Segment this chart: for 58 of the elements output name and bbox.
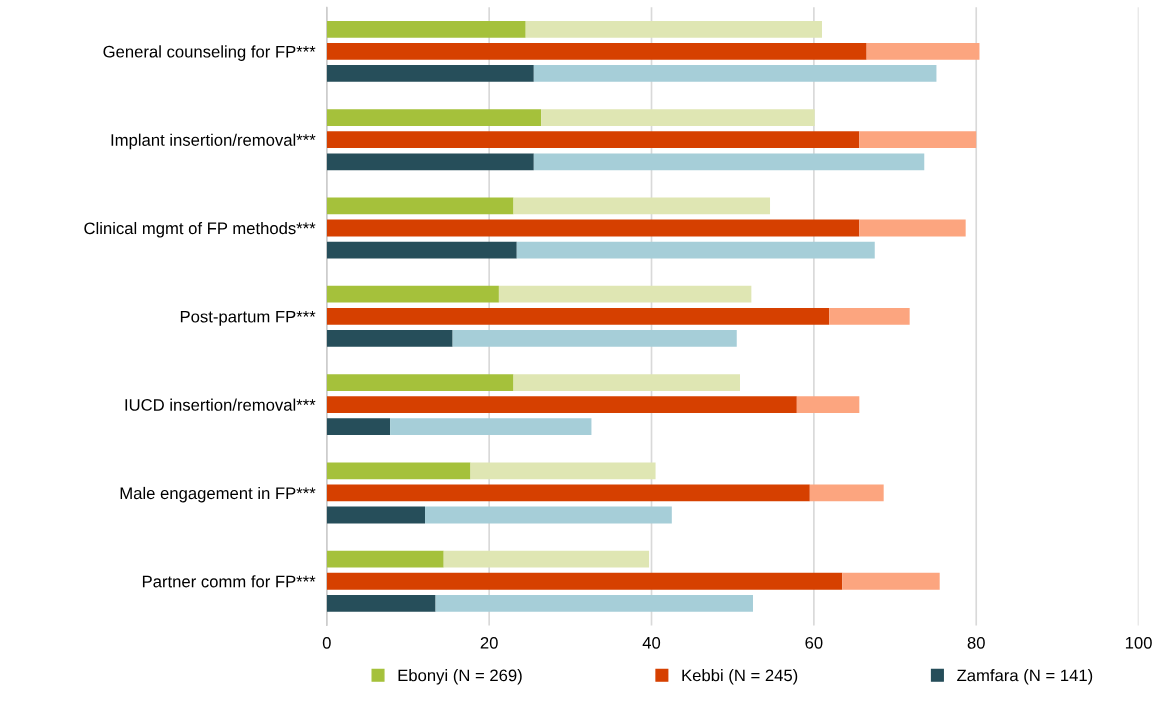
- y-tick-label: Post-partum FP***: [180, 310, 316, 326]
- y-tick-label: Clinical mgmt of FP methods***: [84, 221, 316, 238]
- bar: [326, 43, 867, 60]
- y-tick-label: Implant insertion/removal***: [111, 133, 316, 150]
- bar: [443, 550, 650, 568]
- bar: [326, 572, 843, 590]
- bar: [326, 484, 810, 502]
- bar: [326, 396, 797, 414]
- bar: [326, 374, 514, 391]
- bar: [326, 153, 534, 171]
- bar: [533, 65, 937, 82]
- bar: [326, 462, 471, 480]
- bar: [326, 307, 830, 325]
- bar: [435, 594, 753, 612]
- x-tick-label: 20: [480, 636, 498, 649]
- bar: [516, 241, 875, 259]
- x-tick-label: 60: [805, 636, 823, 649]
- y-tick-label: Partner comm for FP***: [142, 575, 316, 588]
- y-tick-label: Male engagement in FP***: [120, 486, 316, 503]
- bar: [525, 20, 822, 38]
- bar: [326, 131, 860, 149]
- bar: [326, 594, 436, 612]
- bar: [541, 109, 815, 127]
- bar: [326, 20, 526, 38]
- bar: [326, 330, 453, 347]
- bar: [326, 241, 517, 259]
- bar: [452, 330, 737, 347]
- bar: [796, 396, 860, 414]
- x-tick-label: 0: [322, 636, 331, 649]
- bar: [829, 307, 910, 325]
- bar: [859, 131, 977, 149]
- bar: [326, 197, 514, 215]
- legend-label: Ebonyi (N = 269): [398, 669, 522, 685]
- bar: [513, 374, 740, 391]
- bar: [425, 506, 672, 524]
- bar: [390, 418, 592, 436]
- bar: [326, 109, 542, 127]
- bar: [326, 65, 534, 82]
- bar: [326, 285, 499, 303]
- bar: [842, 572, 940, 590]
- legend-label: Zamfara (N = 141): [957, 669, 1093, 685]
- bar: [513, 197, 771, 215]
- bar: [498, 285, 752, 303]
- bar: [533, 153, 925, 171]
- bar: [326, 418, 391, 436]
- y-tick-label: IUCD insertion/removal***: [125, 398, 316, 411]
- bar: [809, 484, 884, 502]
- y-tick-label: General counseling for FP***: [103, 45, 316, 61]
- bar: [470, 462, 656, 480]
- legend-label: Kebbi (N = 245): [682, 669, 798, 685]
- bar: [866, 43, 980, 60]
- bar: [326, 506, 426, 524]
- bar: [326, 550, 444, 568]
- x-tick-label: 40: [642, 636, 661, 649]
- x-tick-label: 100: [1125, 636, 1152, 649]
- bar: [859, 219, 966, 237]
- bar: [326, 219, 860, 237]
- x-tick-label: 80: [967, 636, 985, 649]
